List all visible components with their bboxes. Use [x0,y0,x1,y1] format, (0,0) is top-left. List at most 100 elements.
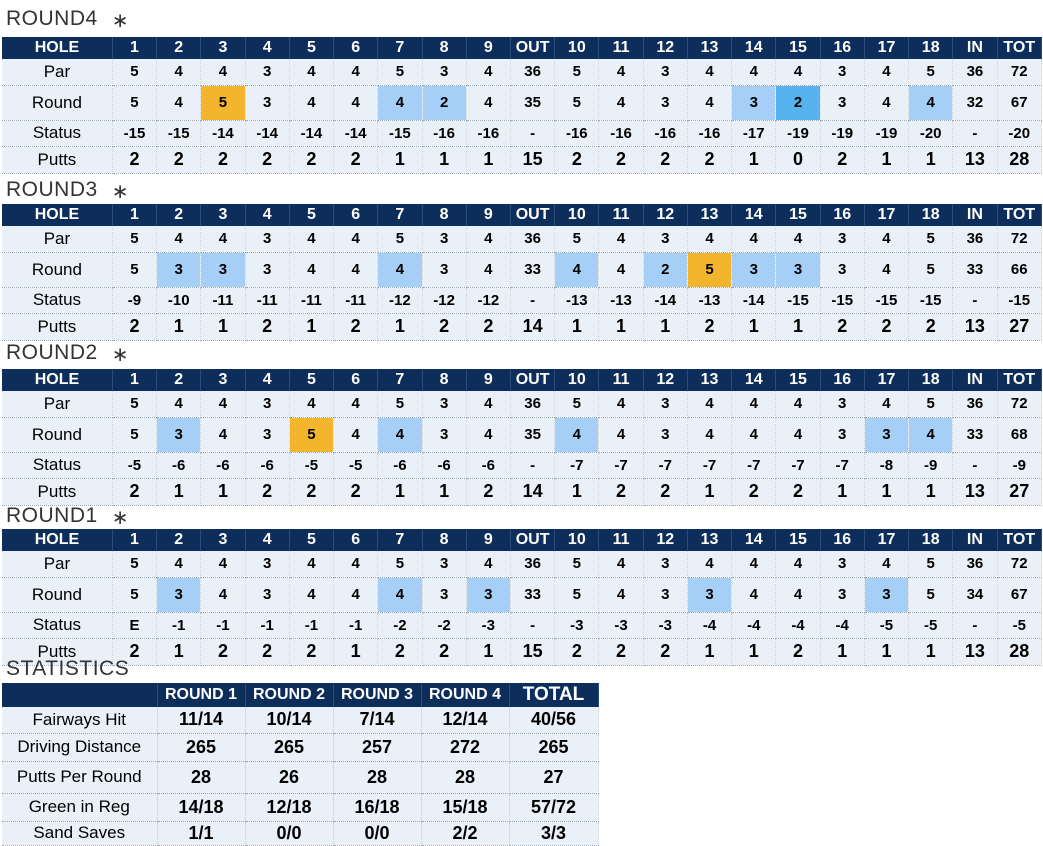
putts-row: Putts 2 2 2 2 2 2 1 1 1 15 2 2 2 2 1 0 2 1 1 13 28 [2,146,1043,174]
par-cell: 4 [289,226,335,253]
putts-cell: 1 [775,313,821,341]
hole-number: 3 [200,369,246,391]
round-title-text: ROUND3 [6,178,98,201]
par-cell: 4 [289,59,335,86]
hole-number: 1 [112,37,158,59]
stat-value: 257 [333,733,422,762]
status-cell: -14 [643,287,688,314]
par-cell: 4 [333,391,379,418]
hole-number: 16 [820,369,865,391]
status-cell: -7 [554,452,600,479]
putts-cell: 2 [112,638,158,666]
stat-col-round4: ROUND 4 [421,683,510,707]
score-cell: 34 [952,577,998,613]
score-cell: 3 [731,252,777,288]
score-cell: 67 [997,577,1043,613]
putts-cell: 15 [510,146,556,174]
score-row: Round 5 3 4 3 4 4 4 3 3 33 5 4 3 3 4 4 3 3 5 34 67 [2,577,1043,613]
putts-cell: 2 [775,638,821,666]
par-row-label: Par [2,226,113,253]
score-row-label: Round [2,577,113,613]
putts-cell: 2 [643,638,688,666]
par-cell: 3 [422,59,467,86]
putts-cell: 2 [864,313,910,341]
par-cell: 36 [510,59,556,86]
putts-cell: 1 [731,638,777,666]
par-cell: 3 [643,391,688,418]
par-cell: 72 [997,551,1043,578]
stat-col-round2: ROUND 2 [245,683,334,707]
stat-label: Sand Saves [2,821,158,846]
par-cell: 4 [200,59,246,86]
hole-number: TOT [997,529,1043,551]
score-cell: 35 [510,85,556,121]
hole-number: 4 [245,37,290,59]
hole-number: 11 [598,369,644,391]
putts-cell: 2 [245,313,290,341]
score-cell: 3 [156,417,202,453]
stat-value: 57/72 [509,793,599,822]
hole-number: 12 [643,529,688,551]
par-cell: 4 [775,551,821,578]
score-cell: 2 [422,85,467,121]
score-cell: 5 [112,577,158,613]
putts-cell: 1 [731,146,777,174]
putts-row-label: Putts [2,478,113,506]
status-cell: -6 [377,452,423,479]
hole-number: 5 [289,37,335,59]
stat-value: 272 [421,733,510,762]
putts-cell: 2 [687,146,733,174]
statistics-table: ROUND 1 ROUND 2 ROUND 3 ROUND 4 TOTAL Fa… [2,683,599,846]
score-cell: 5 [112,85,158,121]
status-cell: - [510,612,556,639]
par-cell: 36 [510,391,556,418]
hole-number: 2 [156,204,202,226]
status-cell: -1 [200,612,246,639]
status-cell: -15 [377,120,423,147]
score-cell: 3 [864,577,910,613]
par-cell: 4 [200,391,246,418]
status-cell: -15 [864,287,910,314]
hole-number: 7 [377,529,423,551]
putts-row-label: Putts [2,146,113,174]
status-cell: -3 [643,612,688,639]
putts-cell: 2 [554,638,600,666]
score-cell: 4 [554,417,600,453]
par-cell: 5 [908,391,954,418]
hole-number: 10 [554,369,600,391]
score-cell: 3 [820,252,865,288]
score-cell: 66 [997,252,1043,288]
hole-number: 1 [112,529,158,551]
status-cell: -19 [864,120,910,147]
status-row: Status -15 -15 -14 -14 -14 -14 -15 -16 -16- -16 -16… [2,120,1043,147]
putts-cell: 1 [598,313,644,341]
putts-cell: 1 [156,638,202,666]
putts-cell: 1 [466,146,511,174]
par-cell: 3 [820,391,865,418]
putts-cell: 1 [731,313,777,341]
status-cell: -6 [200,452,246,479]
score-cell: 35 [510,417,556,453]
asterisk-icon: ∗ [111,344,129,366]
hole-number: 7 [377,369,423,391]
score-cell: 33 [952,417,998,453]
par-cell: 5 [112,226,158,253]
putts-cell: 28 [997,638,1043,666]
score-cell: 68 [997,417,1043,453]
hole-number: 7 [377,204,423,226]
hole-number: 14 [731,204,777,226]
hole-label: HOLE [2,37,113,59]
par-cell: 4 [864,226,910,253]
status-cell: -5 [289,452,335,479]
hole-header-row: HOLE 1 2 3 4 5 6 7 8 9 OUT 10 11 12 13 14 15 16 17 18 IN TOT [2,37,1043,59]
status-cell: -4 [775,612,821,639]
par-cell: 4 [466,59,511,86]
score-cell: 3 [643,85,688,121]
par-cell: 36 [952,391,998,418]
status-cell: -13 [687,287,733,314]
par-cell: 4 [156,551,202,578]
status-cell: -7 [687,452,733,479]
score-cell: 4 [731,417,777,453]
status-cell: -6 [245,452,290,479]
putts-cell: 2 [245,146,290,174]
